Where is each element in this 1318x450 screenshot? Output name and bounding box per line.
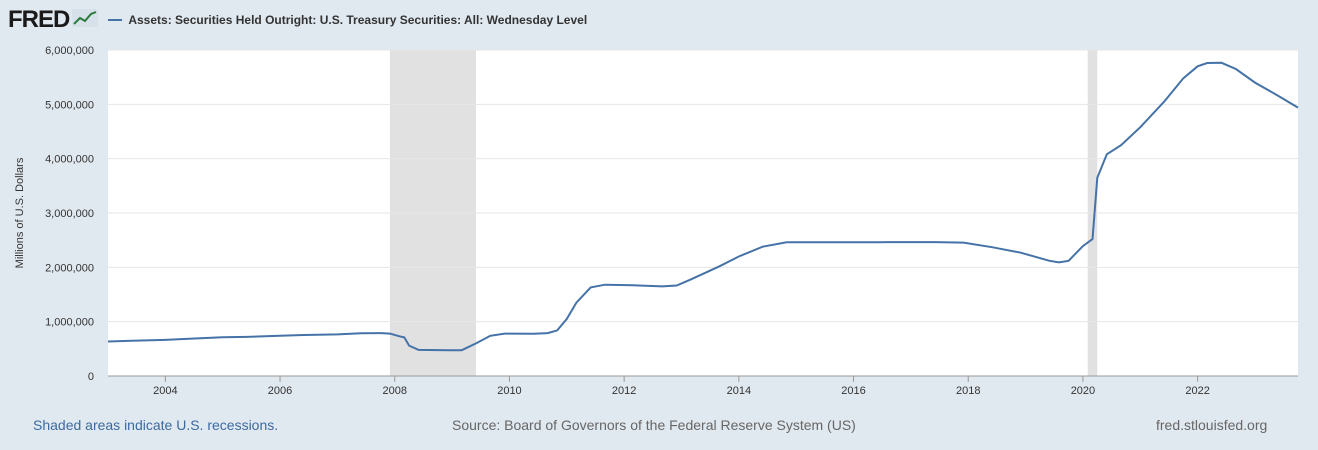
x-tick-label: 2018 xyxy=(956,385,980,397)
legend: Assets: Securities Held Outright: U.S. T… xyxy=(108,13,587,27)
header: FRED Assets: Securities Held Outright: U… xyxy=(8,6,587,34)
x-tick-label: 2006 xyxy=(268,385,292,397)
legend-swatch xyxy=(108,19,123,21)
gridlines xyxy=(108,49,1298,323)
x-tick-label: 2020 xyxy=(1071,385,1095,397)
y-tick-label: 1,000,000 xyxy=(45,317,94,329)
recession-note: Shaded areas indicate U.S. recessions. xyxy=(33,417,279,433)
y-tick-label: 4,000,000 xyxy=(45,154,94,166)
x-tick-label: 2022 xyxy=(1185,385,1209,397)
x-axis: 2004 2006 2008 2010 2012 2014 2016 2018 2020 2022 xyxy=(153,376,1210,397)
y-tick-label: 0 xyxy=(88,371,94,383)
fred-logo[interactable]: FRED xyxy=(8,6,70,33)
y-axis-label: Millions of U.S. Dollars xyxy=(14,157,26,268)
y-tick-label: 3,000,000 xyxy=(45,208,94,220)
legend-label: Assets: Securities Held Outright: U.S. T… xyxy=(128,13,588,27)
y-axis: 0 1,000,000 2,000,000 3,000,000 4,000,000 5,0… xyxy=(45,45,94,383)
site-url[interactable]: fred.stlouisfed.org xyxy=(1156,417,1268,433)
x-tick-label: 2012 xyxy=(612,385,636,397)
series-line xyxy=(107,61,1299,352)
x-tick-label: 2010 xyxy=(497,385,521,397)
x-tick-label: 2014 xyxy=(727,385,751,397)
x-tick-label: 2008 xyxy=(383,385,407,397)
source-note: Source: Board of Governors of the Federa… xyxy=(452,417,856,433)
y-tick-label: 5,000,000 xyxy=(45,99,94,111)
x-tick-label: 2016 xyxy=(841,385,865,397)
y-tick-label: 2,000,000 xyxy=(45,262,94,274)
line-chart-icon xyxy=(72,8,99,32)
x-tick-label: 2004 xyxy=(153,385,177,397)
y-tick-label: 6,000,000 xyxy=(45,45,94,57)
